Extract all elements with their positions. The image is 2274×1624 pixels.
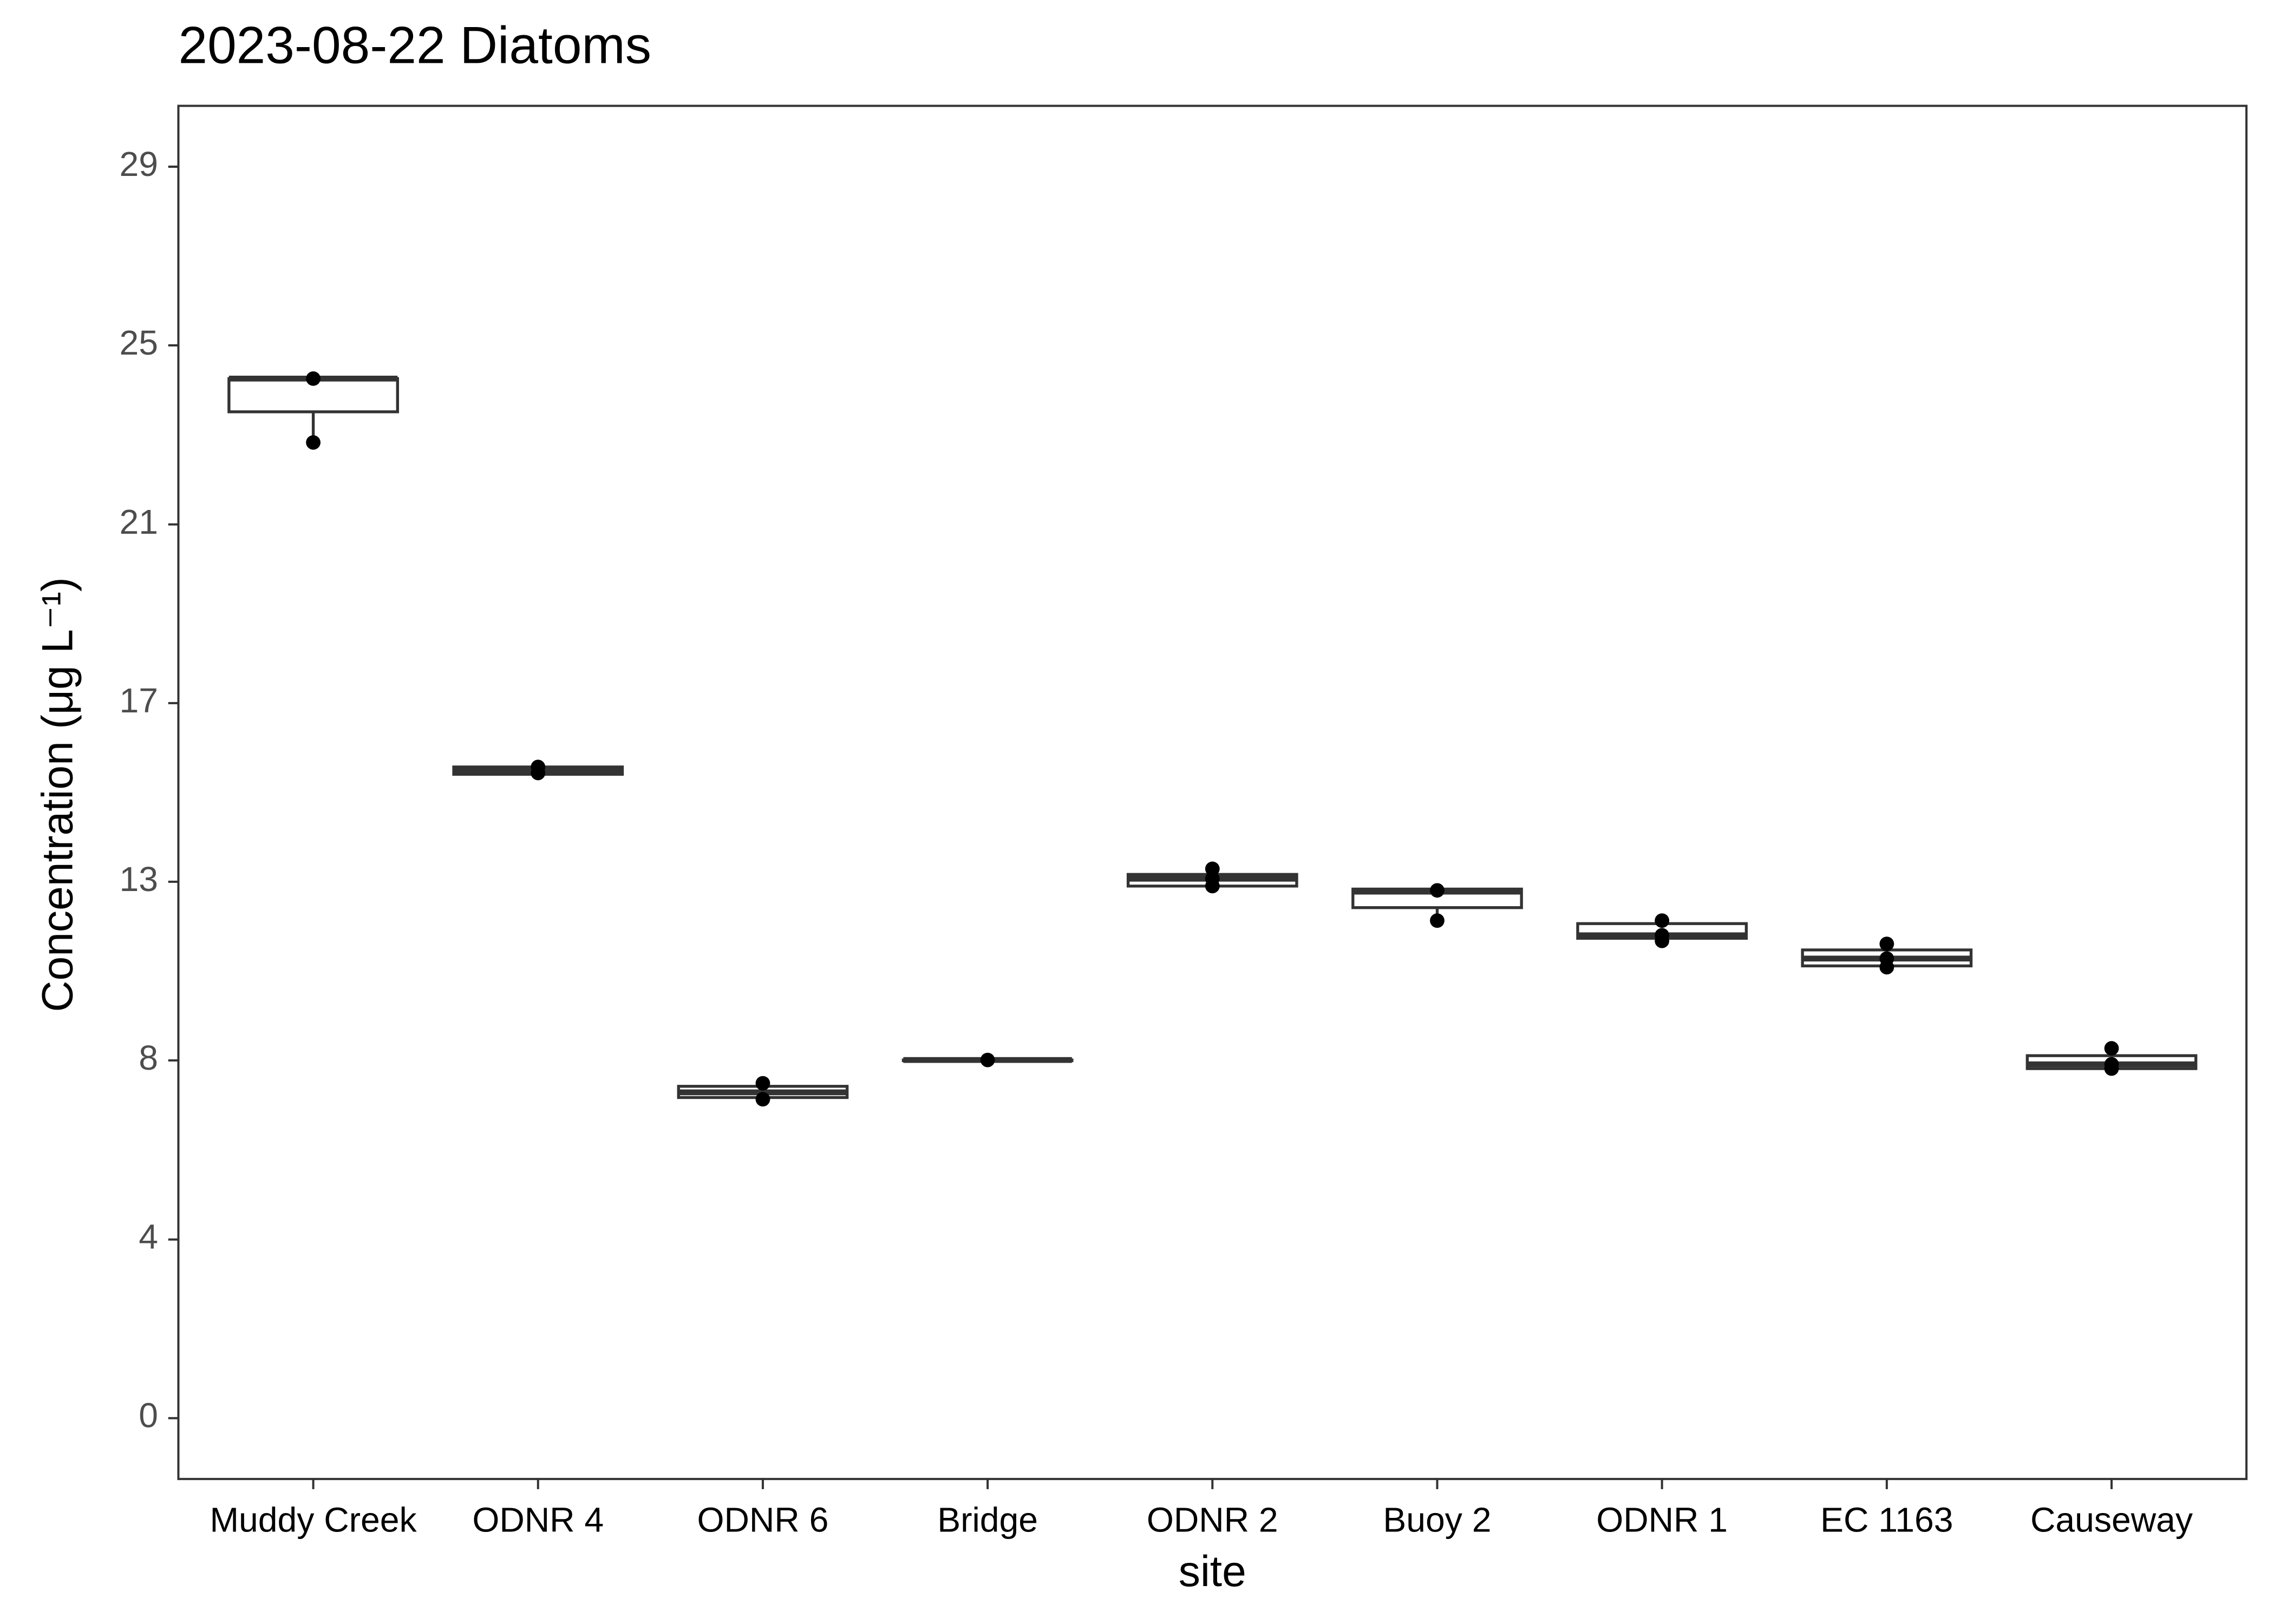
y-axis-title: Concentration (μg L⁻¹) xyxy=(34,577,82,1012)
point xyxy=(1430,913,1445,928)
x-axis-title: site xyxy=(1179,1547,1246,1596)
x-tick-label: ODNR 2 xyxy=(1147,1500,1278,1539)
y-tick-label: 25 xyxy=(119,323,158,362)
point xyxy=(755,1092,770,1107)
y-tick-label: 13 xyxy=(119,860,158,899)
point xyxy=(1205,861,1220,876)
point xyxy=(1655,913,1670,928)
point xyxy=(306,435,321,450)
point xyxy=(2104,1041,2119,1056)
x-tick-label: Causeway xyxy=(2030,1500,2193,1539)
point xyxy=(1430,883,1445,898)
x-tick-label: ODNR 1 xyxy=(1596,1500,1728,1539)
point xyxy=(531,765,546,781)
point xyxy=(1879,937,1894,952)
x-tick-label: ODNR 4 xyxy=(472,1500,604,1539)
y-tick-label: 4 xyxy=(139,1217,158,1256)
point xyxy=(1205,879,1220,894)
y-tick-label: 29 xyxy=(119,145,158,184)
point xyxy=(1655,933,1670,948)
point xyxy=(1879,960,1894,975)
x-tick-label: EC 1163 xyxy=(1820,1500,1953,1539)
point xyxy=(755,1076,770,1091)
x-tick-label: Muddy Creek xyxy=(210,1500,417,1539)
y-tick-label: 8 xyxy=(139,1038,158,1077)
x-tick-label: Bridge xyxy=(937,1500,1038,1539)
point xyxy=(306,371,321,386)
x-tick-label: ODNR 6 xyxy=(697,1500,829,1539)
chart-title: 2023-08-22 Diatoms xyxy=(178,17,651,75)
point xyxy=(980,1052,995,1068)
x-tick-label: Buoy 2 xyxy=(1383,1500,1491,1539)
y-tick-label: 21 xyxy=(119,502,158,541)
y-tick-label: 0 xyxy=(139,1396,158,1435)
y-tick-label: 17 xyxy=(119,681,158,720)
point xyxy=(2104,1061,2119,1076)
